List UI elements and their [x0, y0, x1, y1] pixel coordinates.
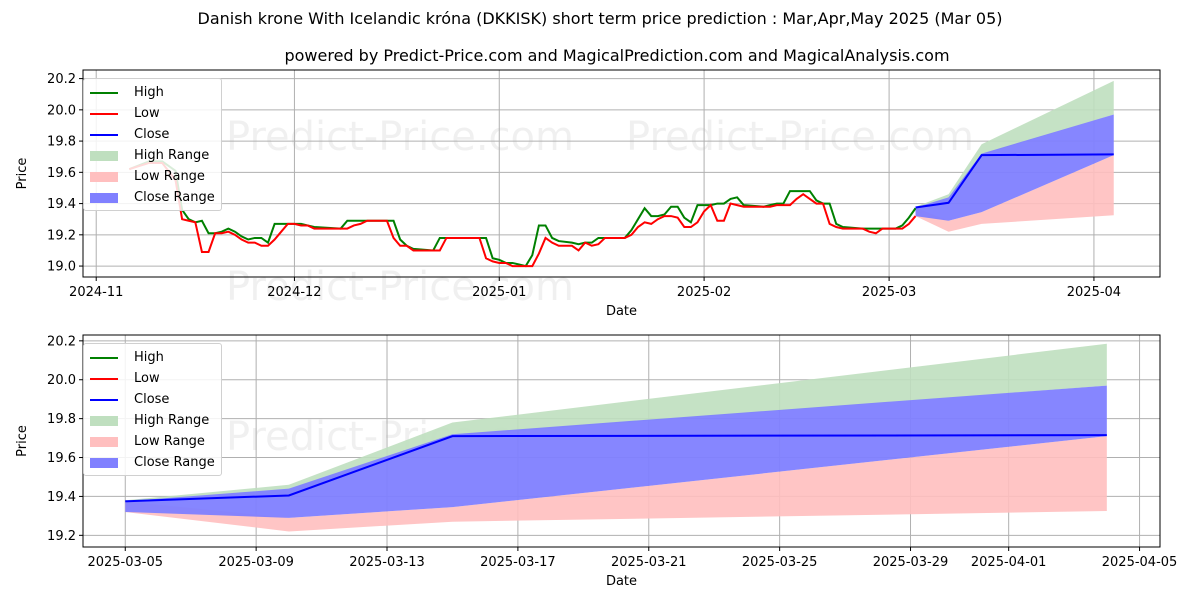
- legend-label: Close: [134, 127, 170, 142]
- legend-item-low-range: Low Range: [90, 166, 215, 187]
- y-axis-label: Price: [15, 158, 30, 190]
- close-line: [125, 434, 1107, 503]
- legend-swatch-close-range: [90, 192, 118, 203]
- legend-label: High: [134, 350, 164, 365]
- legend-label: High Range: [134, 148, 210, 163]
- legend-swatch-close: [90, 133, 118, 136]
- x-tick-label: 2025-03-29: [873, 555, 949, 570]
- legend-bottom: High Low Close High Range Low Range Clos…: [83, 343, 222, 476]
- y-tick-label: 19.0: [47, 260, 76, 275]
- x-tick-label: 2025-03-05: [87, 555, 163, 570]
- legend-swatch-low: [90, 377, 118, 380]
- x-tick-label: 2024-11: [69, 285, 123, 300]
- y-axis-label: Price: [15, 425, 30, 457]
- y-tick-label: 19.4: [47, 490, 76, 505]
- legend-swatch-low-range: [90, 171, 118, 182]
- legend-item-close-range: Close Range: [90, 187, 215, 208]
- watermark: Predict-Price.com: [226, 264, 574, 310]
- legend-item-low: Low: [90, 368, 215, 389]
- y-tick-label: 19.8: [47, 412, 76, 427]
- legend-label: Close: [134, 392, 170, 407]
- legend-item-low-range: Low Range: [90, 431, 215, 452]
- y-tick-label: 20.0: [47, 103, 76, 118]
- y-tick-label: 20.2: [47, 72, 76, 87]
- legend-label: High: [134, 85, 164, 100]
- legend-label: Close Range: [134, 455, 215, 470]
- legend-label: Low: [134, 106, 160, 121]
- low-range-area: [915, 155, 1114, 232]
- legend-label: Low Range: [134, 169, 205, 184]
- x-axis-label: Date: [606, 304, 637, 319]
- chart-title: Danish krone With Icelandic króna (DKKIS…: [197, 9, 1003, 28]
- y-tick-label: 20.0: [47, 373, 76, 388]
- legend-item-low: Low: [90, 103, 215, 124]
- chart-subtitle: powered by Predict-Price.com and Magical…: [284, 46, 950, 65]
- plot-panel-bottom: Predict-Price.comPredict-Price.com19.219…: [15, 334, 1177, 589]
- y-tick-label: 20.2: [47, 334, 76, 349]
- y-tick-label: 19.2: [47, 228, 76, 243]
- x-tick-label: 2025-02: [677, 285, 731, 300]
- legend-label: Low: [134, 371, 160, 386]
- x-tick-label: 2025-03-17: [480, 555, 556, 570]
- legend-item-close: Close: [90, 124, 215, 145]
- legend-label: High Range: [134, 413, 210, 428]
- legend-item-close: Close: [90, 389, 215, 410]
- legend-swatch-close-range: [90, 457, 118, 468]
- x-tick-label: 2025-03-13: [349, 555, 425, 570]
- plot-panel-top: Predict-Price.com Predict-Price.com Predic…: [15, 69, 1161, 319]
- legend-item-high-range: High Range: [90, 410, 215, 431]
- legend-label: Low Range: [134, 434, 205, 449]
- x-tick-label: 2025-01: [472, 285, 526, 300]
- y-tick-label: 19.4: [47, 197, 76, 212]
- legend-swatch-low-range: [90, 436, 118, 447]
- x-tick-label: 2025-03: [862, 285, 916, 300]
- x-tick-label: 2025-04-05: [1102, 555, 1178, 570]
- x-tick-label: 2025-04-01: [971, 555, 1047, 570]
- high-line: [128, 160, 917, 268]
- close-line: [915, 153, 1114, 209]
- y-tick-label: 19.6: [47, 166, 76, 181]
- legend-item-high-range: High Range: [90, 145, 215, 166]
- legend-top: High Low Close High Range Low Range Clos…: [83, 78, 222, 211]
- legend-swatch-high-range: [90, 415, 118, 426]
- legend-swatch-low: [90, 112, 118, 115]
- x-tick-label: 2025-04: [1067, 285, 1121, 300]
- legend-item-high: High: [90, 82, 215, 103]
- legend-label: Close Range: [134, 190, 215, 205]
- y-tick-label: 19.6: [47, 451, 76, 466]
- y-tick-label: 19.2: [47, 529, 76, 544]
- legend-swatch-high: [90, 356, 118, 359]
- watermark: Predict-Price.com: [226, 114, 574, 160]
- close-range-area: [915, 114, 1114, 221]
- legend-item-close-range: Close Range: [90, 452, 215, 473]
- close-range-area: [125, 385, 1107, 518]
- low-range-area: [125, 436, 1107, 532]
- legend-swatch-close: [90, 398, 118, 401]
- x-axis-label: Date: [606, 574, 637, 589]
- x-tick-label: 2025-03-09: [218, 555, 294, 570]
- low-line: [128, 161, 917, 268]
- watermark: Predict-Price.com: [626, 114, 974, 160]
- x-tick-label: 2025-03-21: [611, 555, 687, 570]
- y-tick-label: 19.8: [47, 135, 76, 150]
- x-tick-label: 2024-12: [267, 285, 321, 300]
- x-tick-label: 2025-03-25: [742, 555, 818, 570]
- legend-swatch-high-range: [90, 150, 118, 161]
- legend-item-high: High: [90, 347, 215, 368]
- legend-swatch-high: [90, 91, 118, 94]
